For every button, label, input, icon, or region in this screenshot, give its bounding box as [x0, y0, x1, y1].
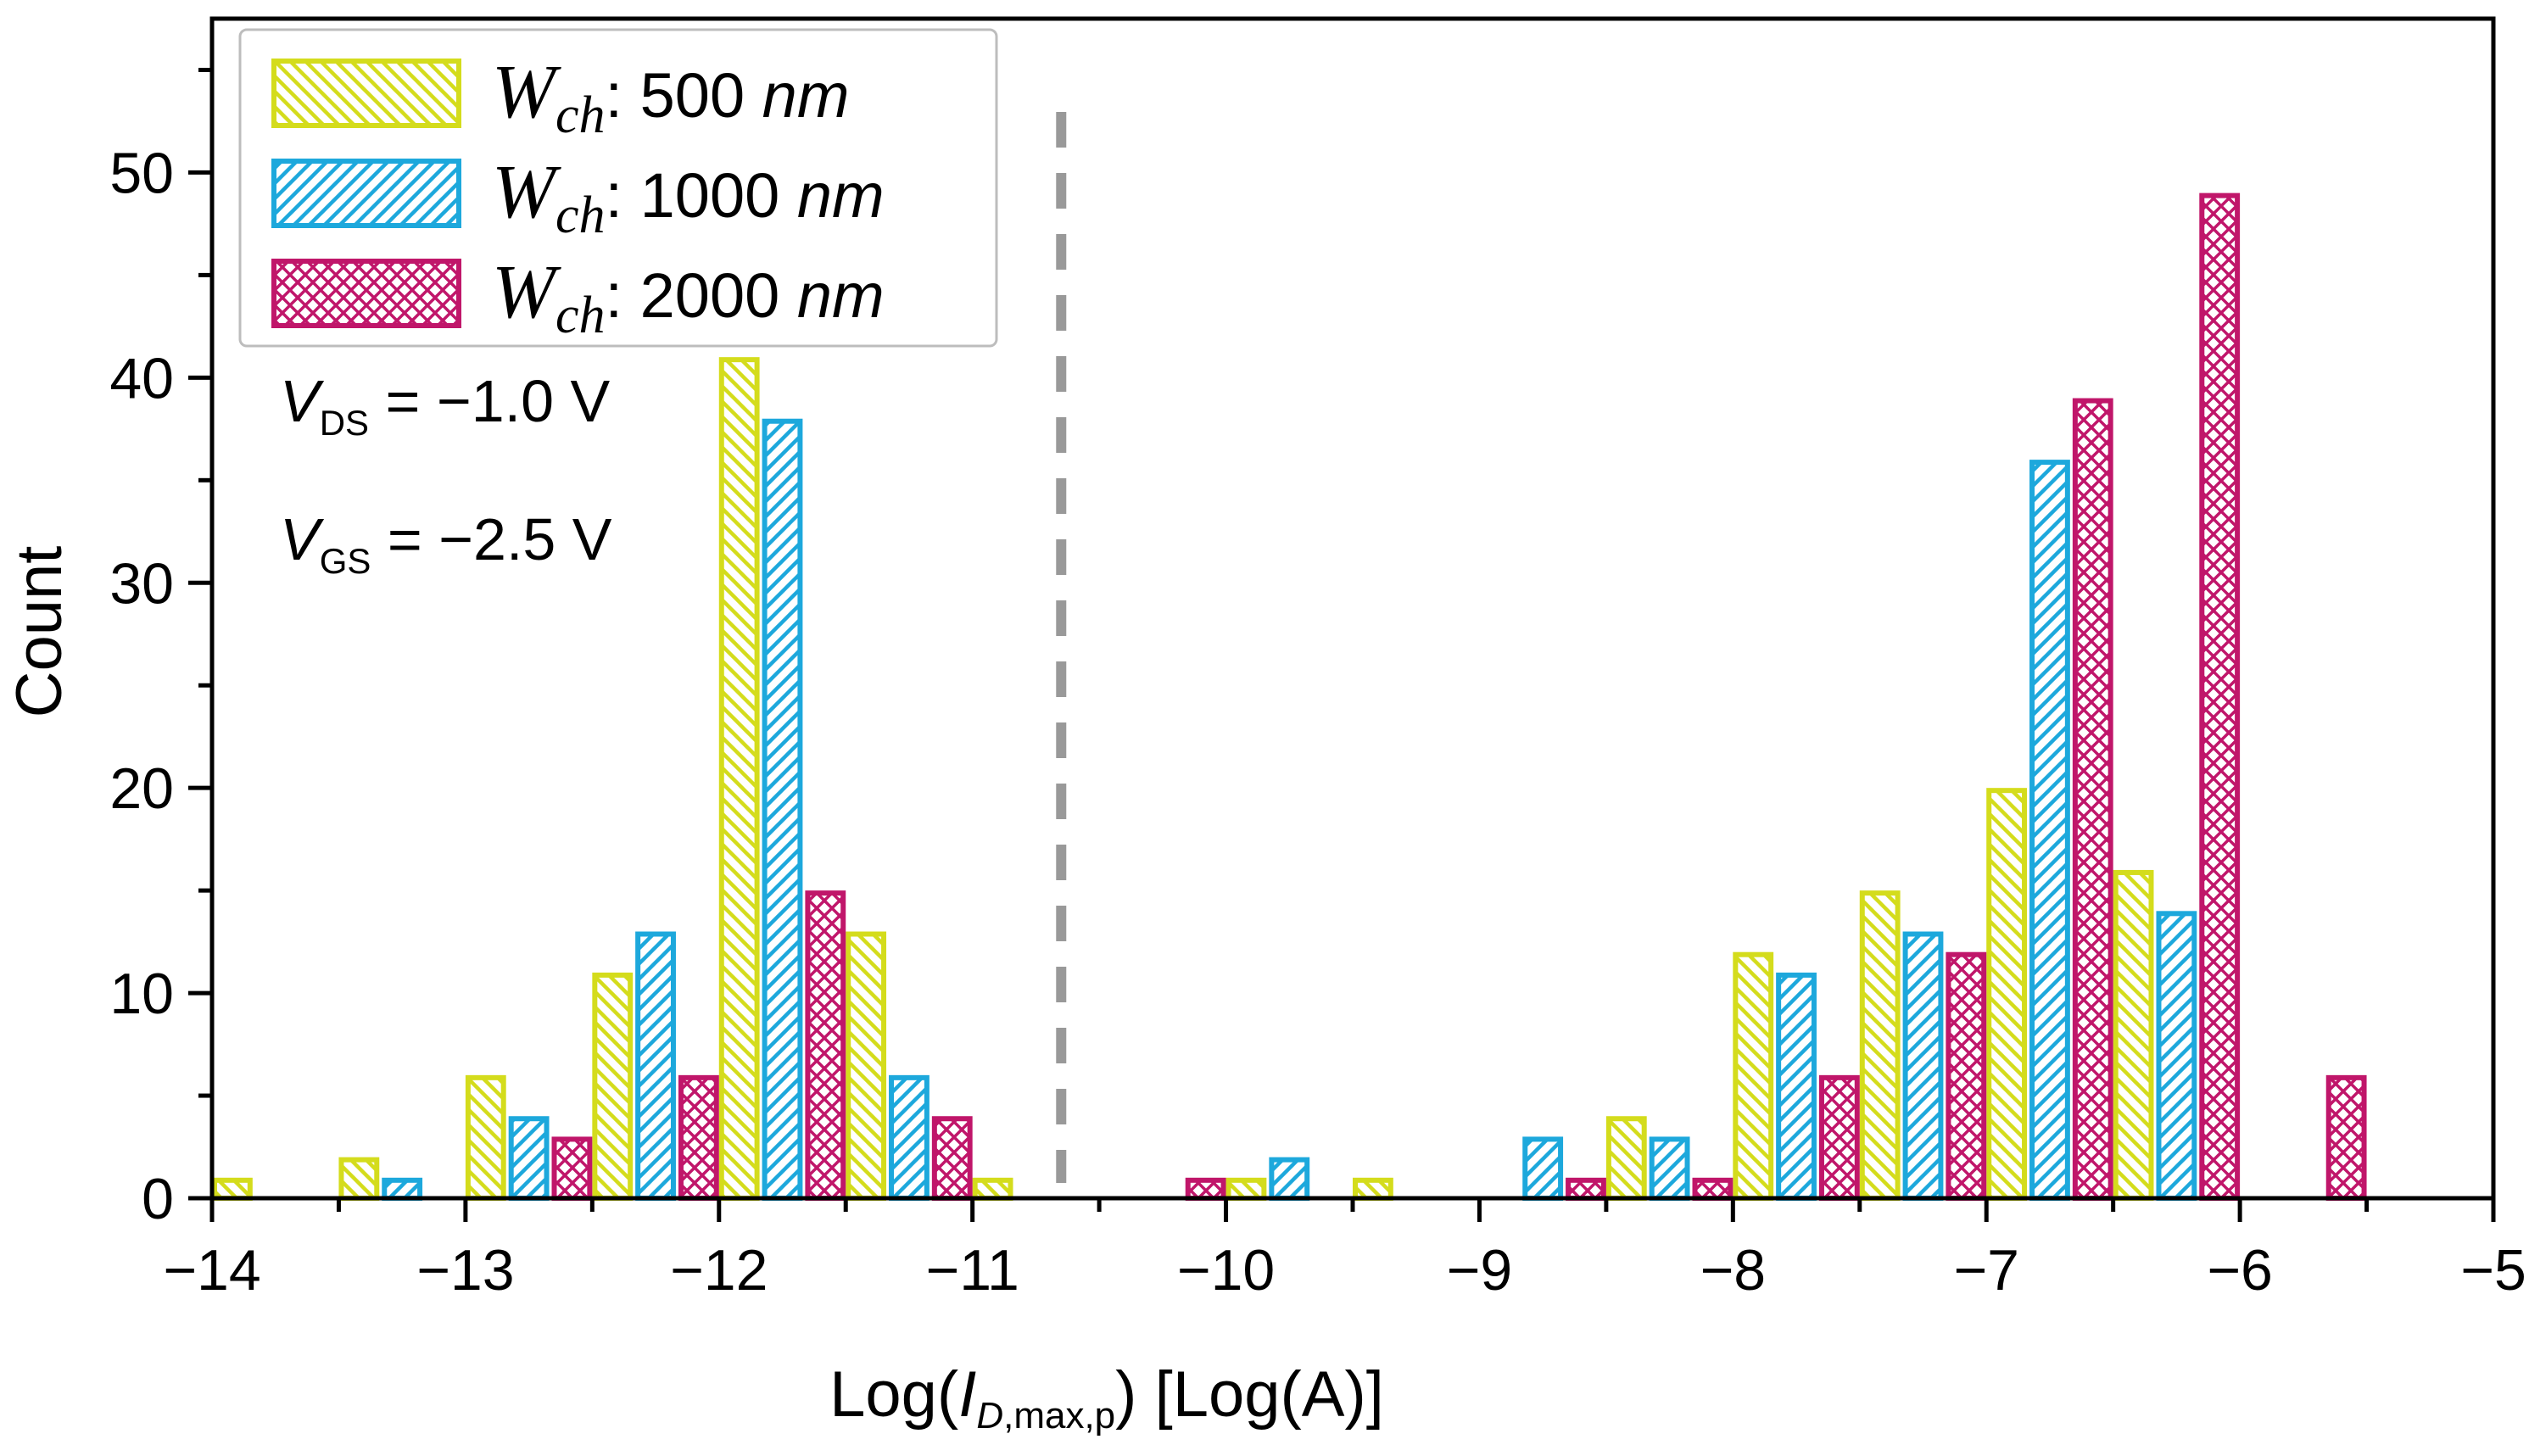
bar-500-nm-bin--14	[212, 1177, 253, 1202]
bar-500-nm-bin--12	[718, 357, 760, 1202]
x-tick-label: −8	[1700, 1238, 1767, 1303]
x-tick-labels: −14 −13 −12 −11 −10 −9 −8 −7 −6 −5	[163, 1238, 2526, 1303]
bar-500-nm-bin--11_5	[846, 931, 887, 1202]
x-tick-label: −10	[1177, 1238, 1275, 1303]
bar-1000-nm-bin--8_5	[1649, 1136, 1690, 1202]
y-tick-label: 40	[109, 346, 174, 410]
x-tick-label: −9	[1447, 1238, 1513, 1303]
bar-2000-nm-bin--7	[2072, 398, 2113, 1201]
bar-1000-nm-bin--12_5	[635, 931, 676, 1202]
bar-500-nm-bin--12_5	[592, 972, 634, 1201]
bar-500-nm-bin--10	[1225, 1177, 1267, 1202]
bar-1000-nm-bin--10	[1269, 1157, 1310, 1202]
bar-500-nm-bin--7_5	[1859, 890, 1901, 1202]
bar-2000-nm-bin--12_5	[678, 1074, 719, 1201]
bar-1000-nm-bin--8	[1776, 972, 1817, 1201]
legend-swatch	[271, 159, 461, 228]
y-tick-label: 50	[109, 141, 174, 205]
bar-500-nm-bin--13	[465, 1074, 506, 1201]
bar-500-nm-bin--8_5	[1605, 1116, 1647, 1201]
bar-1000-nm-bin--13	[508, 1116, 550, 1201]
bar-2000-nm-bin--12	[805, 890, 846, 1202]
legend-label: Wch: 1000 nm	[492, 150, 885, 244]
bar-1000-nm-bin--9	[1522, 1136, 1564, 1202]
axis-ticks	[188, 67, 2496, 1222]
annotations: VDS = −1.0 V VGS = −2.5 V	[280, 368, 612, 581]
bar-1000-nm-bin--6_5	[2156, 911, 2197, 1202]
bar-2000-nm-bin--7_5	[1946, 951, 1987, 1201]
bar-2000-nm-bin--6_5	[2199, 192, 2241, 1201]
x-tick-label: −12	[670, 1238, 768, 1303]
bar-500-nm-bin--13_5	[338, 1157, 380, 1202]
bars-layer	[212, 192, 2367, 1202]
annotation-vgs: VGS = −2.5 V	[280, 506, 612, 581]
bar-500-nm-bin--8	[1733, 951, 1774, 1201]
x-axis-label: Log(ID,max,p) [Log(A)]	[829, 1358, 1384, 1436]
legend-label: Wch: 500 nm	[492, 50, 849, 144]
y-tick-labels: 0 10 20 30 40 50	[109, 141, 174, 1231]
bar-500-nm-bin--9_5	[1353, 1177, 1393, 1202]
y-tick-label: 0	[142, 1167, 174, 1231]
y-tick-label: 30	[109, 551, 174, 616]
bar-1000-nm-bin--7	[2029, 460, 2070, 1201]
x-tick-label: −7	[1953, 1238, 2019, 1303]
bar-500-nm-bin--6_5	[2113, 869, 2154, 1201]
x-tick-label: −14	[163, 1238, 260, 1303]
x-tick-label: −5	[2460, 1238, 2526, 1303]
bar-2000-nm-bin--8_5	[1692, 1177, 1733, 1202]
bar-2000-nm-bin--10_5	[1185, 1177, 1226, 1202]
bar-2000-nm-bin--13	[551, 1136, 593, 1202]
annotation-vds: VDS = −1.0 V	[280, 368, 610, 443]
bar-1000-nm-bin--13_5	[382, 1177, 423, 1202]
legend-label: Wch: 2000 nm	[492, 250, 885, 344]
bar-1000-nm-bin--7_5	[1902, 931, 1944, 1202]
y-axis-label: Count	[3, 546, 75, 718]
x-tick-label: −6	[2207, 1238, 2273, 1303]
bar-1000-nm-bin--11_5	[889, 1074, 930, 1201]
x-tick-label: −13	[416, 1238, 514, 1303]
legend-entry-500-nm: Wch: 500 nm	[271, 50, 849, 144]
y-tick-label: 20	[109, 756, 174, 821]
legend-swatch	[271, 59, 461, 128]
bar-2000-nm-bin--11_5	[931, 1116, 973, 1201]
y-tick-label: 10	[109, 962, 174, 1026]
bar-2000-nm-bin--6	[2325, 1074, 2367, 1201]
legend-swatch	[271, 259, 461, 328]
bar-500-nm-bin--11	[972, 1177, 1013, 1202]
bar-500-nm-bin--7	[1986, 788, 2028, 1201]
bar-2000-nm-bin--9	[1566, 1177, 1606, 1202]
bar-1000-nm-bin--12	[762, 418, 803, 1202]
x-tick-label: −11	[926, 1238, 1019, 1303]
legend-entry-1000-nm: Wch: 1000 nm	[271, 150, 885, 244]
bar-2000-nm-bin--8	[1818, 1074, 1860, 1201]
legend-entry-2000-nm: Wch: 2000 nm	[271, 250, 885, 344]
